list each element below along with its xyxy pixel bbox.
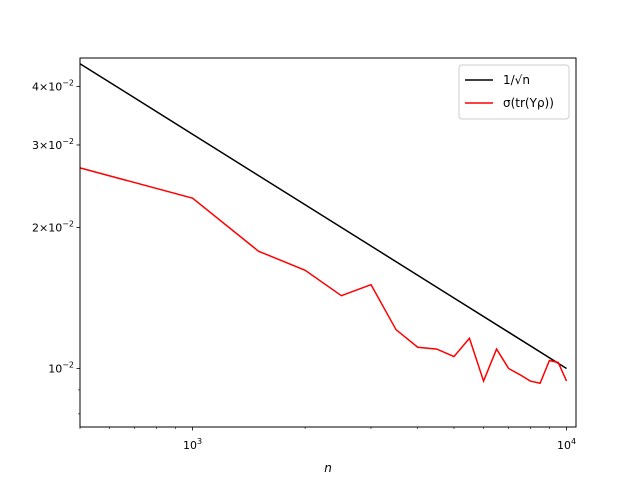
legend-label-0: 1/√n: [503, 73, 530, 87]
y-tick-label: 2×10−2: [32, 219, 74, 234]
series-line-0: [79, 63, 567, 370]
x-tick-label: 104: [557, 437, 576, 452]
plot-frame: [79, 57, 577, 428]
series-line-1: [79, 167, 568, 385]
x-tick-label: 103: [183, 437, 202, 452]
legend-label-1: σ(tr(Yρ)): [503, 96, 554, 110]
series-layer: [79, 63, 568, 385]
y-axis: 10−2 2×10−2 3×10−2 4×10−2: [32, 78, 80, 415]
x-axis-label: n: [324, 461, 332, 475]
y-tick-label: 10−2: [48, 360, 74, 375]
x-axis: 103 104: [79, 427, 576, 452]
legend: 1/√n σ(tr(Yρ)): [458, 64, 570, 120]
y-tick-label: 3×10−2: [32, 137, 74, 152]
legend-frame: [458, 64, 570, 120]
y-tick-label: 4×10−2: [32, 78, 74, 93]
